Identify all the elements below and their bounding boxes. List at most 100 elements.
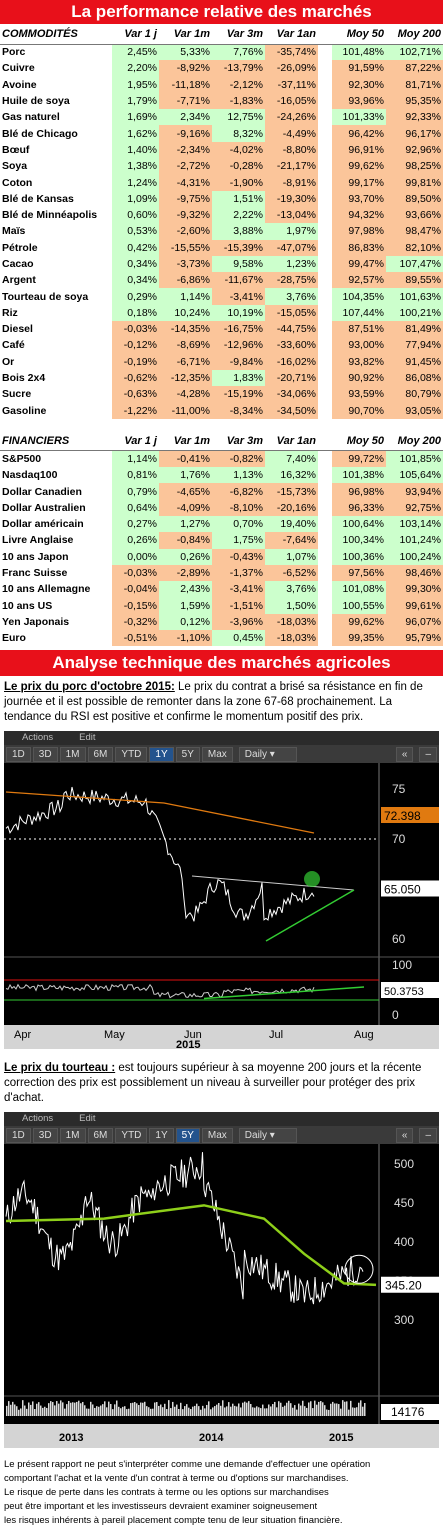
- cell-m200: 81,49%: [386, 321, 443, 338]
- cell-v1an: -26,09%: [265, 60, 318, 77]
- volume-bar: [98, 1407, 100, 1417]
- period-5y-button[interactable]: 5Y: [175, 746, 200, 762]
- cell-v3m: 2,22%: [212, 206, 265, 224]
- cell-m200: 77,94%: [386, 337, 443, 354]
- volume-bar: [192, 1407, 194, 1417]
- cell-m200: 93,94%: [386, 483, 443, 500]
- period-toolbar: 1D 3D 1M 6M YTD 1Y 5Y Max Daily ▾ «–: [4, 745, 439, 764]
- minimize-icon[interactable]: –: [419, 746, 437, 762]
- header-financials: FINANCIERS: [0, 430, 112, 452]
- collapse-icon[interactable]: «: [395, 1127, 414, 1143]
- period-6m-button[interactable]: 6M: [87, 1127, 114, 1143]
- period-max-button[interactable]: Max: [201, 1127, 233, 1143]
- cell-v1j: 0,18%: [112, 304, 159, 322]
- volume-bar: [130, 1403, 132, 1417]
- cell-v1m: -11,00%: [159, 402, 212, 419]
- period-1d-button[interactable]: 1D: [6, 746, 31, 762]
- edit-menu[interactable]: Edit: [79, 1113, 96, 1125]
- cell-v1j: -0,63%: [112, 386, 159, 403]
- cell-v1m: -3,73%: [159, 255, 212, 273]
- table-row: Riz 0,18% 10,24% 10,19% -15,05% 107,44% 100,21…: [0, 304, 443, 322]
- period-ytd-button[interactable]: YTD: [115, 1127, 148, 1143]
- cell-v1an: -33,60%: [265, 337, 318, 354]
- cell-v1an: -34,06%: [265, 386, 318, 403]
- cell-m50: 96,91%: [332, 141, 386, 159]
- period-1y-button[interactable]: 1Y: [149, 746, 174, 762]
- frequency-dropdown[interactable]: Daily ▾: [238, 746, 297, 762]
- cell-v1an: -6,52%: [265, 564, 318, 582]
- period-5y-button[interactable]: 5Y: [175, 1127, 200, 1143]
- cell-m50: 99,35%: [332, 630, 386, 647]
- actions-menu[interactable]: Actions: [22, 732, 54, 744]
- cell-m200: 101,24%: [386, 532, 443, 549]
- period-6m-button[interactable]: 6M: [87, 746, 114, 762]
- volume-bar: [50, 1401, 52, 1417]
- minimize-icon[interactable]: –: [419, 1127, 437, 1143]
- volume-bar: [174, 1407, 176, 1417]
- period-ytd-button[interactable]: YTD: [115, 746, 148, 762]
- cell-v3m: -3,96%: [212, 613, 265, 631]
- cell-v1j: 1,09%: [112, 190, 159, 207]
- volume-bar: [156, 1402, 158, 1417]
- cell-v1j: 0,34%: [112, 255, 159, 273]
- moving-average-line: [5, 791, 315, 835]
- volume-bar: [226, 1406, 228, 1417]
- volume-bar: [52, 1402, 54, 1417]
- cell-v1an: -15,05%: [265, 304, 318, 322]
- row-label: Euro: [2, 632, 26, 645]
- header-var3m: Var 3m: [212, 24, 265, 45]
- volume-bar: [322, 1402, 324, 1417]
- volume-bar: [224, 1407, 226, 1417]
- cell-v1an: -16,05%: [265, 92, 318, 110]
- row-label: Yen Japonais: [2, 615, 70, 628]
- period-1m-button[interactable]: 1M: [59, 1127, 86, 1143]
- volume-bar: [70, 1403, 72, 1417]
- cell-m200: 95,35%: [386, 92, 443, 110]
- volume-bar: [90, 1402, 92, 1417]
- row-label: Cacao: [2, 258, 34, 270]
- volume-bar: [146, 1406, 148, 1417]
- edit-menu[interactable]: Edit: [79, 732, 96, 744]
- table-row: Avoine 1,95% -11,18% -2,12% -37,11% 92,30% 81,…: [0, 76, 443, 93]
- period-1m-button[interactable]: 1M: [59, 746, 86, 762]
- period-3d-button[interactable]: 3D: [32, 746, 58, 762]
- cell-v1an: 16,32%: [265, 467, 318, 484]
- cell-v1an: -24,26%: [265, 109, 318, 126]
- analysis-tourteau-title: Le prix du tourteau :: [4, 1062, 116, 1075]
- volume-bar: [126, 1409, 128, 1417]
- cell-v1an: -28,75%: [265, 272, 318, 289]
- period-1y-button[interactable]: 1Y: [149, 1127, 174, 1143]
- rsi-tick-label: 100: [392, 958, 412, 972]
- volume-bar: [162, 1407, 164, 1417]
- period-1d-button[interactable]: 1D: [6, 1127, 31, 1143]
- cell-v1an: -34,50%: [265, 402, 318, 419]
- volume-bar: [342, 1400, 344, 1417]
- volume-bar: [150, 1409, 152, 1417]
- actions-menu[interactable]: Actions: [22, 1113, 54, 1125]
- period-toolbar: 1D 3D 1M 6M YTD 1Y 5Y Max Daily ▾ «–: [4, 1126, 439, 1145]
- title-banner: La performance relative des marchés: [0, 0, 443, 24]
- volume-bar: [180, 1403, 182, 1417]
- period-max-button[interactable]: Max: [201, 746, 233, 762]
- cell-v1m: -14,35%: [159, 321, 212, 338]
- price-line: [5, 1152, 364, 1305]
- table-row: Blé de Chicago 1,62% -9,16% 8,32% -4,49% 96,4…: [0, 125, 443, 142]
- analysis-porc-text: Le prix du contrat a brisé sa résistance…: [4, 681, 423, 724]
- row-label: Maïs: [2, 225, 26, 238]
- volume-bar: [190, 1409, 192, 1417]
- volume-bar: [46, 1408, 48, 1417]
- cell-v1j: 2,45%: [112, 44, 159, 61]
- cell-v3m: 0,45%: [212, 630, 265, 647]
- cell-v1m: -4,28%: [159, 386, 212, 403]
- row-label: Blé de Minnéapolis: [2, 209, 98, 222]
- volume-bar: [334, 1403, 336, 1417]
- period-3d-button[interactable]: 3D: [32, 1127, 58, 1143]
- frequency-dropdown[interactable]: Daily ▾: [238, 1127, 297, 1143]
- cell-m50: 90,70%: [332, 402, 386, 419]
- price-line: [5, 787, 315, 922]
- x-tick-label: 2014: [199, 1432, 224, 1444]
- y-tick-label: 70: [392, 832, 406, 846]
- volume-bar: [200, 1410, 202, 1417]
- collapse-icon[interactable]: «: [395, 746, 414, 762]
- porc-chart: Actions Edit 1D 3D 1M 6M YTD 1Y 5Y Max Daily ▾ «– …: [4, 731, 439, 1050]
